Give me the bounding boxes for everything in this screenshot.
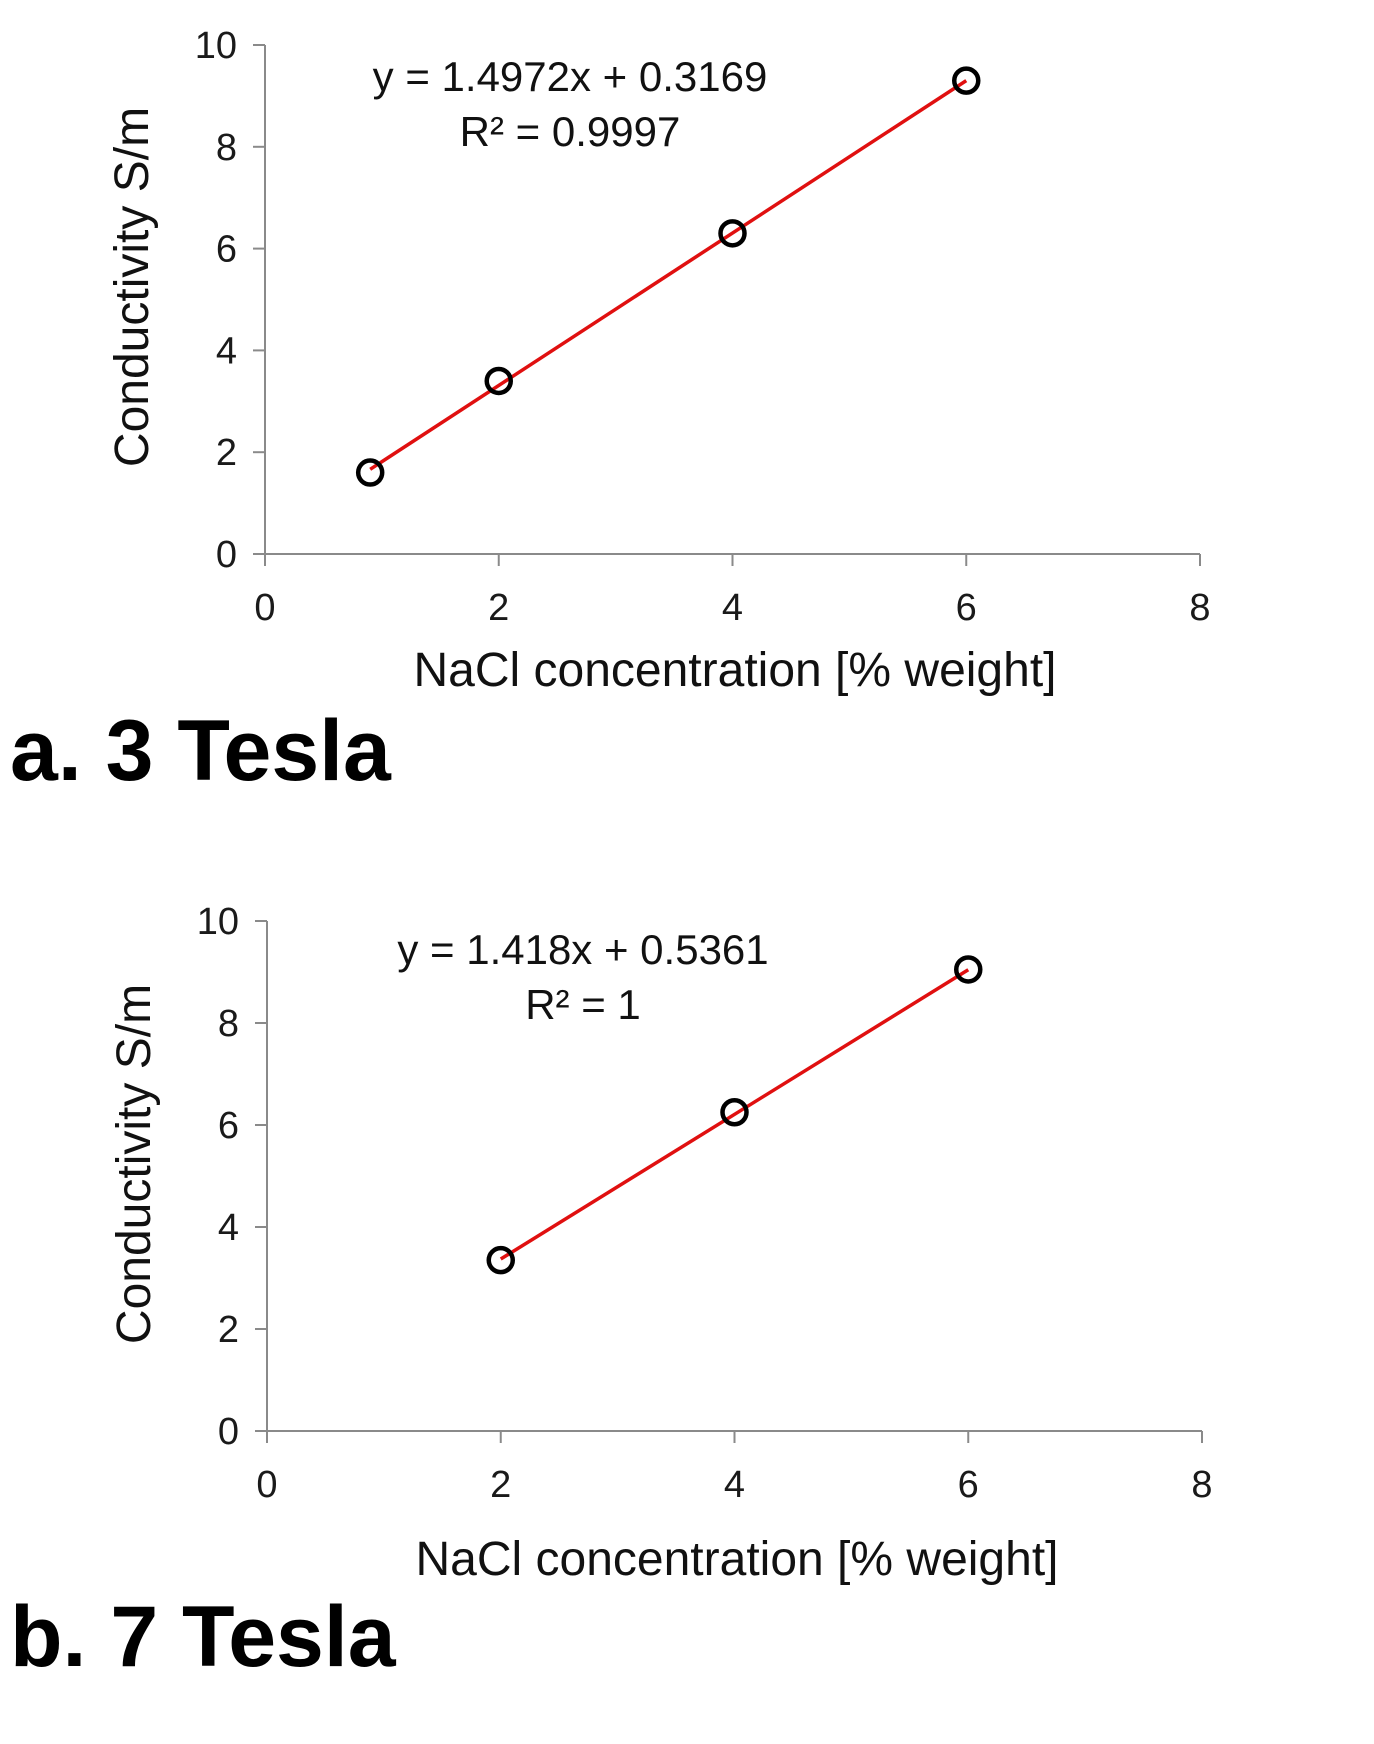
- y-tick-label-b: 0: [218, 1411, 239, 1453]
- chart-panel-b: 0 2 4 6 8 10 0 2 4 6 8 Conductivity S/m NaCl conce…: [10, 901, 1213, 1685]
- data-point-b: [954, 955, 983, 984]
- y-tick-label-a: 4: [216, 330, 237, 372]
- y-axis-label-b: Conductivity S/m: [108, 984, 161, 1344]
- panel-label-b: b. 7 Tesla: [10, 1589, 397, 1685]
- y-tick-label-a: 6: [216, 229, 237, 271]
- y-tick-label-b: 6: [218, 1105, 239, 1147]
- data-point-b: [486, 1245, 515, 1275]
- data-point-a: [718, 219, 747, 248]
- trendline-r2-b: R² = 1: [525, 981, 641, 1028]
- data-point-a: [952, 66, 981, 95]
- x-tick-label-a: 0: [254, 587, 275, 629]
- x-tick-label-b: 2: [490, 1464, 511, 1506]
- trendline-b: [499, 968, 970, 1261]
- data-point-b: [720, 1098, 749, 1127]
- y-axis-label-a: Conductivity S/m: [106, 107, 159, 467]
- data-point-a: [484, 366, 513, 396]
- x-tick-label-a: 6: [956, 587, 977, 629]
- x-axis-label-a: NaCl concentration [% weight]: [414, 644, 1057, 697]
- y-tick-label-a: 10: [195, 25, 237, 67]
- x-tick-label-b: 4: [724, 1464, 745, 1506]
- x-tick-label-a: 8: [1189, 587, 1210, 629]
- x-tick-label-b: 6: [958, 1464, 979, 1506]
- plot-area-b: 0 2 4 6 8 10 0 2 4 6 8: [197, 901, 1213, 1506]
- y-tick-label-b: 4: [218, 1207, 239, 1249]
- y-tick-label-a: 0: [216, 534, 237, 576]
- chart-panel-a: 0 2 4 6 8 10 0 2 4 6 8 Conductivity S/m NaCl conce…: [10, 25, 1211, 799]
- y-tick-label-b: 10: [197, 901, 239, 943]
- x-tick-label-b: 8: [1191, 1464, 1212, 1506]
- x-tick-label-a: 2: [488, 587, 509, 629]
- y-tick-label-a: 8: [216, 127, 237, 169]
- panel-label-a: a. 3 Tesla: [10, 703, 392, 799]
- y-tick-label-b: 2: [218, 1309, 239, 1351]
- trendline-equation-b: y = 1.418x + 0.5361: [397, 926, 768, 973]
- trendline-a: [369, 79, 968, 471]
- plot-area-a: 0 2 4 6 8 10 0 2 4 6 8: [195, 25, 1211, 629]
- y-tick-label-b: 8: [218, 1003, 239, 1045]
- trendline-equation-a: y = 1.4972x + 0.3169: [373, 53, 768, 100]
- data-point-a: [355, 458, 385, 487]
- x-axis-label-b: NaCl concentration [% weight]: [416, 1533, 1059, 1586]
- y-tick-label-a: 2: [216, 432, 237, 474]
- x-tick-label-a: 4: [722, 587, 743, 629]
- x-tick-label-b: 0: [256, 1464, 277, 1506]
- trendline-r2-a: R² = 0.9997: [460, 108, 681, 155]
